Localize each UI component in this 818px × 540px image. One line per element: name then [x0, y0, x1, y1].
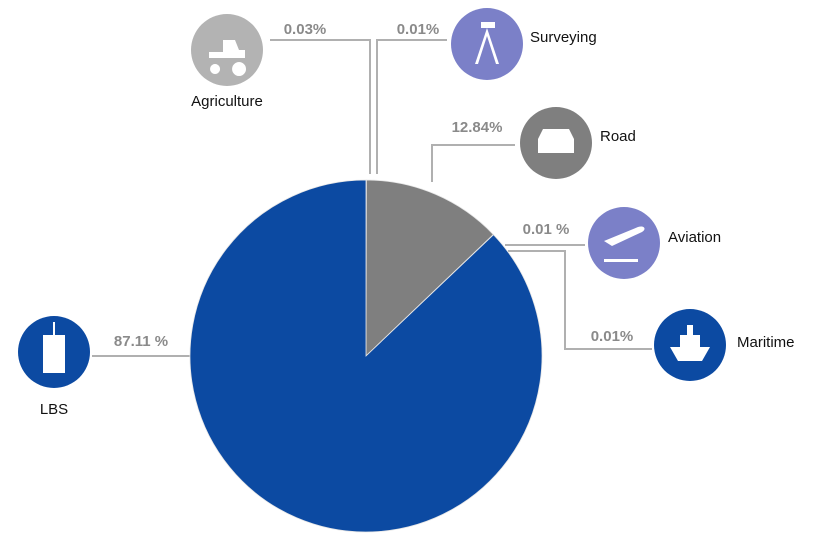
value-label: 0.01 %: [523, 221, 570, 238]
icon-glyph: [670, 325, 710, 361]
value-label: 0.01%: [591, 328, 634, 345]
value-label: 87.11 %: [114, 333, 168, 350]
category-label: Maritime: [737, 334, 795, 351]
icon-glyph: [604, 226, 645, 262]
icon-glyph: [209, 40, 247, 76]
category-icon: [18, 316, 90, 388]
category-icon: [654, 309, 726, 381]
category-icon: [520, 107, 592, 179]
leader-line: [376, 39, 447, 174]
category-label: LBS: [40, 401, 68, 418]
value-label: 0.01%: [397, 21, 440, 38]
category-icon: [588, 207, 660, 279]
icon-glyph: [475, 22, 499, 64]
leader-line: [431, 144, 515, 182]
icon-circle: [588, 207, 660, 279]
category-label: Aviation: [668, 229, 721, 246]
leader-line: [270, 39, 371, 174]
icon-glyph: [43, 322, 65, 373]
value-label: 12.84%: [452, 119, 503, 136]
leader-line: [508, 250, 652, 350]
pie-slice: [189, 179, 543, 533]
icon-circle: [451, 8, 523, 80]
category-label: Road: [600, 128, 636, 145]
category-icon: [451, 8, 523, 80]
value-label: 0.03%: [284, 21, 327, 38]
category-icon: [191, 14, 263, 86]
pie-slice: [365, 179, 494, 357]
category-label: Agriculture: [191, 93, 263, 110]
icon-glyph: [538, 129, 574, 153]
category-label: Surveying: [530, 29, 597, 46]
leader-lines: [92, 39, 652, 357]
